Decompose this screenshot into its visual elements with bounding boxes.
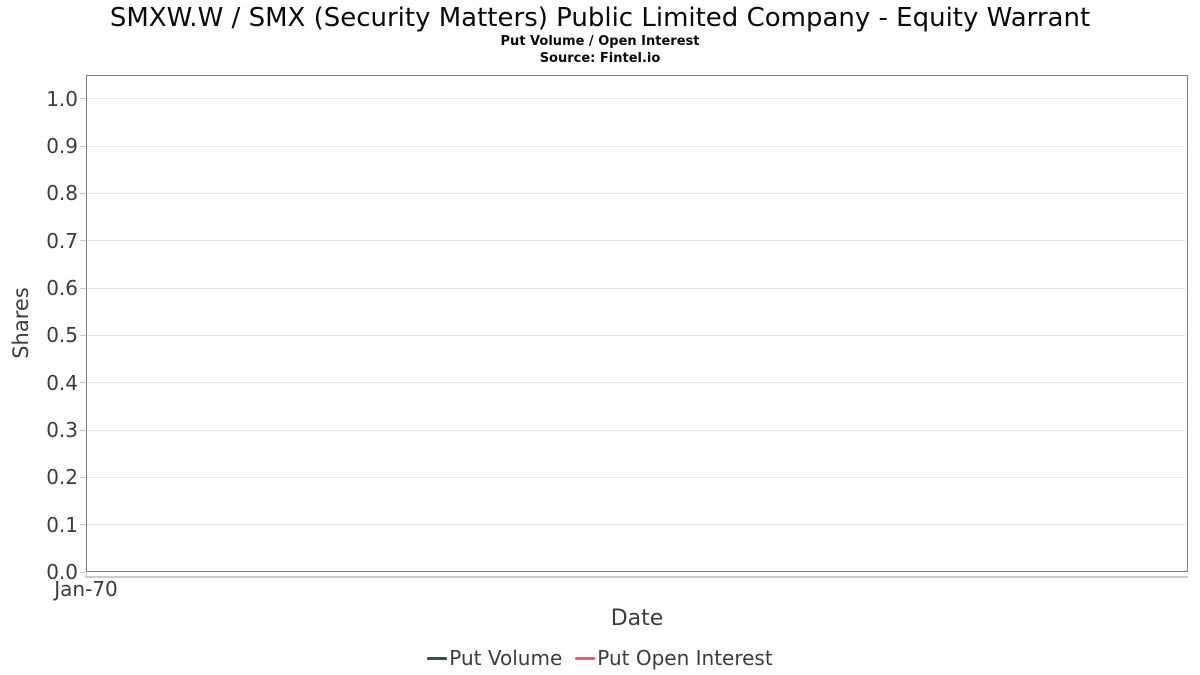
y-tick-label: 0.4: [46, 370, 78, 395]
gridline: [88, 429, 1186, 431]
chart-subtitle: Put Volume / Open Interest: [500, 34, 700, 49]
y-tick-label: 0.1: [46, 512, 78, 537]
legend-marker: [427, 656, 448, 660]
y-tick-label: 0.5: [46, 323, 78, 348]
x-tick-mark: [85, 572, 87, 578]
y-tick-mark: [80, 145, 86, 147]
legend-label: Put Volume: [449, 646, 563, 670]
x-tick-label: Jan-70: [54, 577, 118, 601]
gridline: [88, 98, 1186, 100]
legend-item-put-open-interest[interactable]: Put Open Interest: [575, 646, 773, 670]
y-tick-mark: [80, 476, 86, 478]
gridline: [88, 334, 1186, 336]
y-tick-mark: [80, 98, 86, 100]
plot-area: [86, 75, 1188, 572]
y-tick-mark: [80, 287, 86, 289]
gridline: [88, 192, 1186, 194]
gridline: [88, 287, 1186, 289]
gridline: [88, 524, 1186, 526]
chart-title: SMXW.W / SMX (Security Matters) Public L…: [109, 3, 1091, 33]
y-tick-label: 0.6: [46, 276, 78, 300]
y-tick-label: 0.3: [46, 418, 78, 442]
y-tick-label: 0.8: [46, 181, 78, 206]
y-tick-mark: [80, 192, 86, 194]
chart-source: Source: Fintel.io: [539, 51, 661, 66]
y-tick-label: 1.0: [46, 86, 78, 111]
y-tick-mark: [80, 524, 86, 526]
y-tick-mark: [80, 240, 86, 242]
y-tick-mark: [80, 429, 86, 431]
gridline: [88, 240, 1186, 242]
x-axis-line: [85, 576, 1188, 578]
legend-item-put-volume[interactable]: Put Volume: [427, 646, 562, 670]
y-tick-mark: [80, 334, 86, 336]
gridline: [88, 476, 1186, 478]
y-tick-label: 0.7: [46, 228, 78, 253]
legend: Put Volume Put Open Interest: [0, 645, 1200, 671]
y-tick-label: 0.2: [46, 465, 78, 490]
gridline: [88, 145, 1186, 147]
y-tick-mark: [80, 571, 86, 573]
legend-label: Put Open Interest: [597, 646, 773, 670]
y-tick-label: 0.9: [46, 134, 78, 158]
legend-marker: [575, 656, 596, 660]
y-tick-label: 0.0: [46, 560, 78, 584]
x-axis-label: Date: [610, 606, 664, 631]
y-tick-mark: [80, 382, 86, 384]
gridline: [88, 382, 1186, 384]
